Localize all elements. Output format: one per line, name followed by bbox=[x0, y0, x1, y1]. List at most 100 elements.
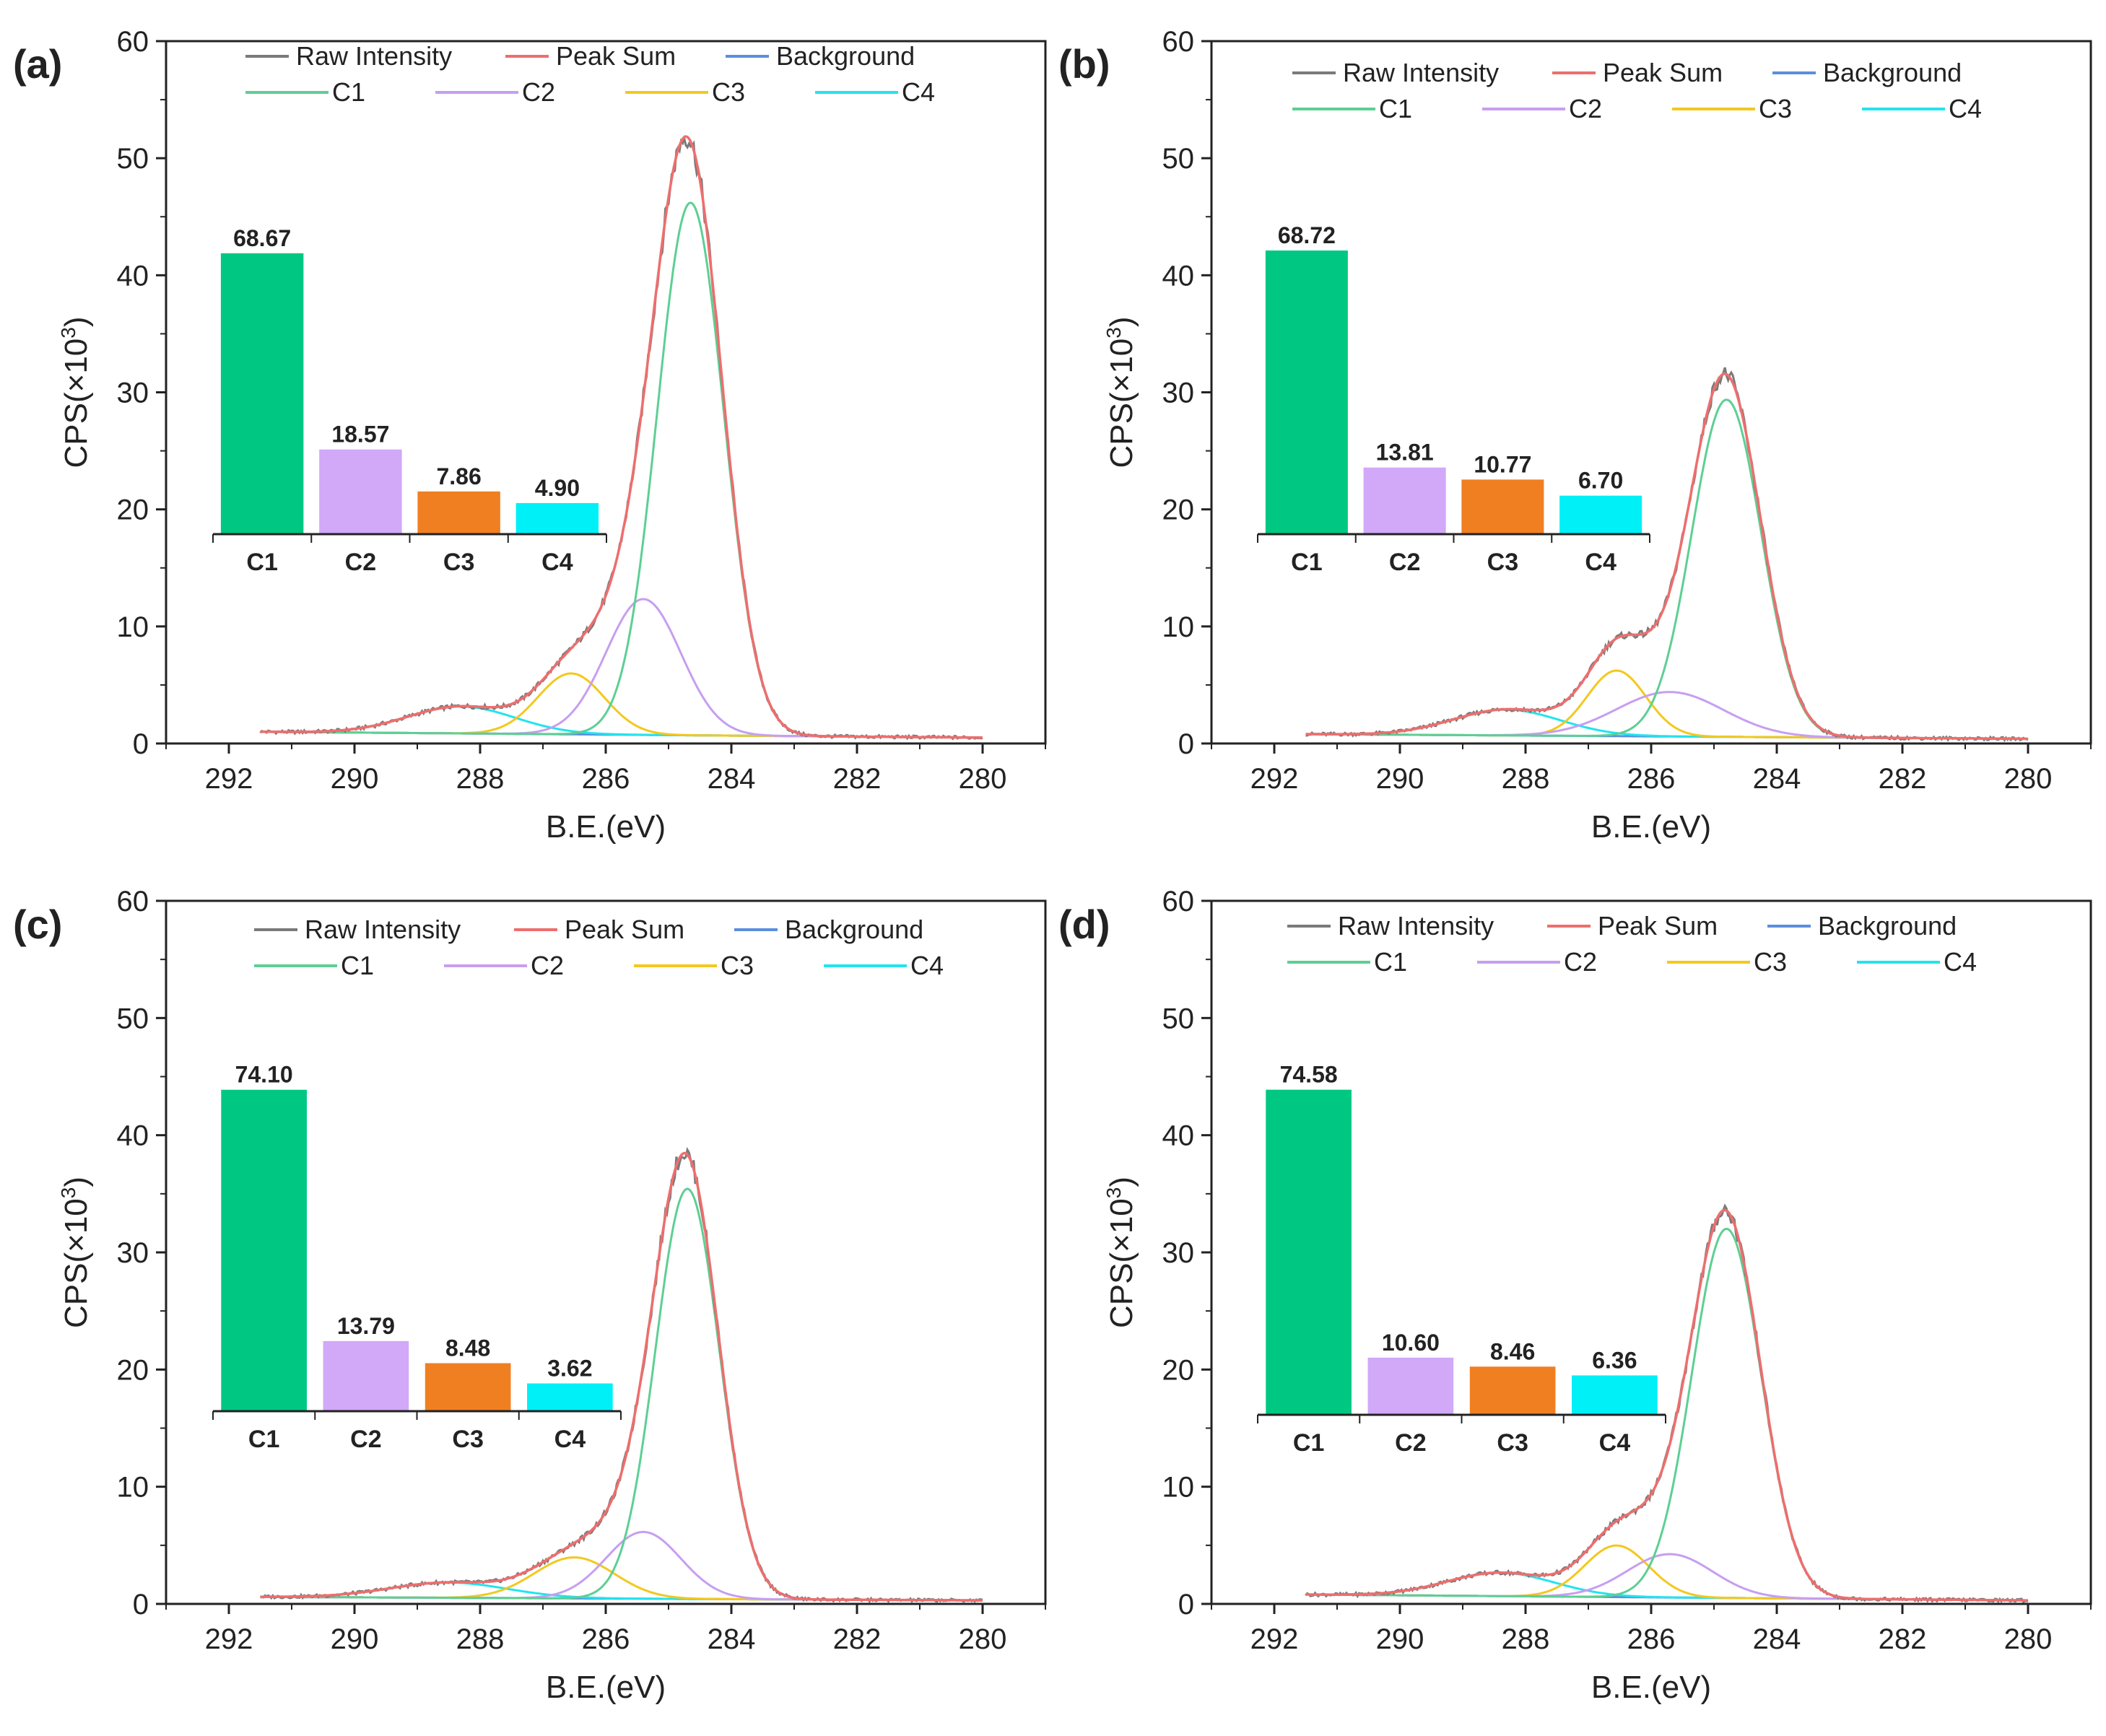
x-tick-label: 284 bbox=[708, 763, 756, 795]
inset-category-label: C3 bbox=[452, 1426, 483, 1453]
x-tick-label: 280 bbox=[959, 763, 1007, 795]
x-axis-title: B.E.(eV) bbox=[1591, 1670, 1711, 1705]
inset-category-label: C2 bbox=[1395, 1429, 1426, 1457]
y-axis-title: CPS(×103) bbox=[57, 317, 94, 468]
x-tick-label: 280 bbox=[2004, 763, 2053, 795]
x-tick-label: 286 bbox=[582, 1623, 630, 1655]
inset-bar-c1 bbox=[1266, 1089, 1352, 1415]
x-tick-label: 280 bbox=[2004, 1623, 2053, 1655]
legend-label-background: Background bbox=[776, 41, 915, 71]
y-tick-label: 20 bbox=[117, 494, 149, 526]
inset-bar-value: 13.81 bbox=[1376, 440, 1434, 466]
curves bbox=[1305, 367, 2029, 743]
panel-d: (d) 292 290 288 286 284 282 280 0 10 20 30 40 50 60 B.E… bbox=[1058, 886, 2092, 1705]
legend-label-c4: C4 bbox=[902, 77, 935, 107]
legend-label-c2: C2 bbox=[522, 77, 555, 107]
legend-label-raw-intensity: Raw Intensity bbox=[1343, 58, 1499, 87]
inset-bar-value: 3.62 bbox=[547, 1356, 592, 1382]
legend-label-c1: C1 bbox=[332, 77, 365, 107]
y-tick-label: 30 bbox=[117, 1237, 149, 1269]
panel-label: (d) bbox=[1058, 902, 1110, 947]
inset-bar-chart: 74.58 C1 10.60 C2 8.46 C3 6.36 C4 bbox=[1257, 1062, 1666, 1457]
x-axis-title: B.E.(eV) bbox=[546, 1670, 666, 1705]
x-tick-label: 288 bbox=[456, 763, 505, 795]
inset-category-label: C4 bbox=[1585, 549, 1617, 576]
y-tick-label: 20 bbox=[1162, 1354, 1195, 1386]
inset-bar-value: 8.48 bbox=[445, 1335, 490, 1361]
y-tick-label: 0 bbox=[133, 1589, 149, 1621]
x-tick-label: 282 bbox=[833, 763, 882, 795]
inset-bar-value: 10.60 bbox=[1382, 1330, 1440, 1356]
inset-bar-c3 bbox=[1469, 1366, 1556, 1415]
component-c2-line bbox=[1305, 691, 2028, 740]
x-tick-label: 284 bbox=[1753, 763, 1801, 795]
legend-label-peak-sum: Peak Sum bbox=[556, 41, 676, 71]
inset-bar-value: 6.70 bbox=[1578, 468, 1623, 494]
legend-label-c1: C1 bbox=[1374, 947, 1407, 977]
x-tick-label: 290 bbox=[1376, 763, 1424, 795]
inset-bar-c2 bbox=[319, 449, 402, 534]
inset-bar-value: 13.79 bbox=[337, 1313, 395, 1339]
legend-label-raw-intensity: Raw Intensity bbox=[305, 915, 461, 944]
legend: Raw Intensity Peak Sum Background C1 C2 C3 C4 bbox=[1292, 58, 1982, 123]
inset-bar-c3 bbox=[417, 491, 500, 534]
legend-label-peak-sum: Peak Sum bbox=[1598, 911, 1718, 941]
legend-label-peak-sum: Peak Sum bbox=[565, 915, 684, 944]
y-tick-label: 10 bbox=[1162, 611, 1195, 643]
legend-label-c2: C2 bbox=[1569, 94, 1602, 123]
x-axis-title: B.E.(eV) bbox=[1591, 809, 1711, 845]
y-tick-label: 40 bbox=[117, 1120, 149, 1152]
inset-bar-c2 bbox=[1363, 467, 1446, 534]
legend-label-background: Background bbox=[785, 915, 923, 944]
panel-b: (b) 292 290 288 286 284 282 280 0 10 20 30 40 50 60 B.E… bbox=[1058, 26, 2092, 845]
y-tick-label: 50 bbox=[1162, 143, 1195, 175]
y-tick-label: 10 bbox=[1162, 1472, 1195, 1504]
legend-label-raw-intensity: Raw Intensity bbox=[296, 41, 452, 71]
inset-bar-c4 bbox=[527, 1383, 613, 1411]
inset-bar-value: 74.58 bbox=[1280, 1062, 1338, 1088]
legend-label-c3: C3 bbox=[712, 77, 745, 107]
y-tick-label: 40 bbox=[1162, 1120, 1195, 1152]
plot-frame bbox=[1210, 40, 2092, 745]
x-tick-label: 292 bbox=[1250, 1623, 1299, 1655]
inset-bar-value: 6.36 bbox=[1592, 1347, 1637, 1373]
inset-bar-chart: 68.72 C1 13.81 C2 10.77 C3 6.70 C4 bbox=[1257, 222, 1650, 576]
inset-bar-value: 10.77 bbox=[1474, 451, 1531, 477]
panel-c: (c) 292 290 288 286 284 282 280 0 10 20 30 40 50 60 B.E… bbox=[13, 886, 1047, 1705]
inset-category-label: C2 bbox=[345, 549, 376, 576]
legend: Raw Intensity Peak Sum Background C1 C2 C3 C4 bbox=[1287, 911, 1977, 977]
inset-category-label: C1 bbox=[1293, 1429, 1324, 1457]
legend-label-c4: C4 bbox=[1944, 947, 1977, 977]
x-tick-label: 284 bbox=[1753, 1623, 1801, 1655]
legend-label-c3: C3 bbox=[1754, 947, 1787, 977]
plot-frame bbox=[165, 899, 1047, 1605]
inset-bar-value: 68.67 bbox=[233, 225, 291, 251]
plot-frame bbox=[1210, 899, 2092, 1605]
x-tick-label: 288 bbox=[456, 1623, 505, 1655]
inset-category-label: C4 bbox=[1599, 1429, 1631, 1457]
y-tick-label: 10 bbox=[117, 611, 149, 643]
y-tick-label: 0 bbox=[133, 728, 149, 760]
legend-label-c2: C2 bbox=[1564, 947, 1597, 977]
x-tick-label: 292 bbox=[205, 763, 253, 795]
inset-category-label: C2 bbox=[1389, 549, 1420, 576]
y-tick-label: 60 bbox=[1162, 26, 1195, 58]
inset-bar-c4 bbox=[1559, 495, 1642, 534]
inset-bar-value: 74.10 bbox=[235, 1062, 293, 1088]
curves bbox=[1305, 1203, 2029, 1604]
panel-label: (b) bbox=[1058, 41, 1110, 87]
inset-bar-c2 bbox=[1367, 1357, 1454, 1415]
y-tick-label: 50 bbox=[117, 143, 149, 175]
inset-category-label: C3 bbox=[1497, 1429, 1528, 1457]
x-tick-label: 282 bbox=[1879, 1623, 1927, 1655]
inset-category-label: C1 bbox=[246, 549, 277, 576]
x-tick-label: 284 bbox=[708, 1623, 756, 1655]
y-tick-label: 20 bbox=[1162, 494, 1195, 526]
component-c3-line bbox=[260, 1556, 983, 1602]
inset-bar-value: 7.86 bbox=[436, 463, 481, 489]
inset-bar-c2 bbox=[323, 1340, 409, 1411]
legend-label-background: Background bbox=[1823, 58, 1962, 87]
y-axis-title: CPS(×103) bbox=[57, 1177, 94, 1328]
inset-bar-c3 bbox=[1461, 479, 1544, 534]
x-tick-label: 292 bbox=[205, 1623, 253, 1655]
